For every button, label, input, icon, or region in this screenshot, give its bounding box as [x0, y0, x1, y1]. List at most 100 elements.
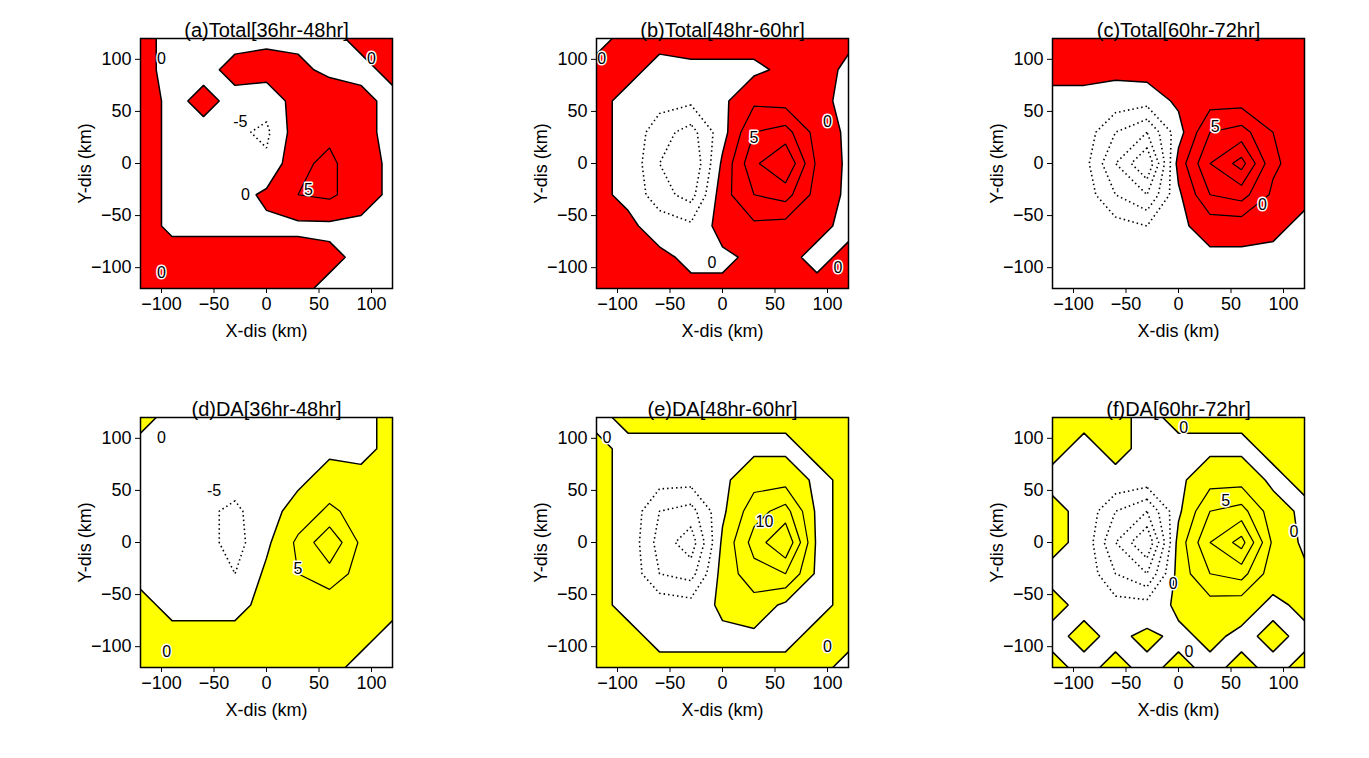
svg-text:100: 100 — [1013, 428, 1043, 448]
svg-text:−50: −50 — [101, 584, 132, 604]
svg-text:0: 0 — [1258, 196, 1267, 213]
svg-text:100: 100 — [812, 294, 842, 314]
svg-text:0: 0 — [157, 264, 166, 281]
svg-text:-5: -5 — [207, 482, 221, 499]
svg-text:X-dis (km): X-dis (km) — [1138, 700, 1220, 720]
svg-text:0: 0 — [708, 254, 717, 271]
svg-text:−50: −50 — [655, 673, 686, 693]
svg-text:100: 100 — [1268, 294, 1298, 314]
svg-text:0: 0 — [157, 50, 166, 67]
svg-text:50: 50 — [1023, 101, 1043, 121]
svg-text:−100: −100 — [1053, 673, 1094, 693]
svg-text:Y-dis (km): Y-dis (km) — [987, 123, 1007, 203]
svg-text:−100: −100 — [91, 257, 132, 277]
svg-text:−100: −100 — [547, 257, 588, 277]
svg-text:0: 0 — [577, 532, 587, 552]
svg-text:0: 0 — [1033, 153, 1043, 173]
svg-text:5: 5 — [1221, 492, 1230, 509]
svg-text:100: 100 — [356, 673, 386, 693]
svg-text:100: 100 — [812, 673, 842, 693]
svg-text:50: 50 — [1221, 673, 1241, 693]
svg-text:X-dis (km): X-dis (km) — [682, 700, 764, 720]
svg-text:−100: −100 — [597, 294, 638, 314]
svg-text:0: 0 — [261, 673, 271, 693]
svg-text:−100: −100 — [1053, 294, 1094, 314]
svg-text:−100: −100 — [1003, 636, 1044, 656]
svg-text:Y-dis (km): Y-dis (km) — [987, 502, 1007, 582]
svg-text:Y-dis (km): Y-dis (km) — [75, 123, 95, 203]
svg-text:0: 0 — [597, 50, 606, 67]
svg-text:100: 100 — [356, 294, 386, 314]
svg-text:0: 0 — [121, 153, 131, 173]
svg-text:0: 0 — [834, 259, 843, 276]
svg-text:100: 100 — [101, 49, 131, 69]
svg-text:−100: −100 — [547, 636, 588, 656]
svg-text:X-dis (km): X-dis (km) — [226, 321, 308, 341]
svg-text:0: 0 — [367, 50, 376, 67]
svg-text:50: 50 — [309, 294, 329, 314]
svg-text:−50: −50 — [655, 294, 686, 314]
svg-text:50: 50 — [309, 673, 329, 693]
svg-text:0: 0 — [603, 429, 612, 446]
svg-text:50: 50 — [765, 673, 785, 693]
svg-text:0: 0 — [1169, 575, 1178, 592]
svg-text:−100: −100 — [1003, 257, 1044, 277]
svg-text:0: 0 — [157, 429, 166, 446]
svg-text:50: 50 — [567, 480, 587, 500]
svg-text:5: 5 — [750, 129, 759, 146]
svg-text:100: 100 — [1013, 49, 1043, 69]
svg-text:−50: −50 — [557, 205, 588, 225]
svg-text:X-dis (km): X-dis (km) — [226, 700, 308, 720]
svg-text:0: 0 — [1290, 523, 1299, 540]
svg-text:(d)DA[36hr-48hr]: (d)DA[36hr-48hr] — [191, 398, 341, 420]
svg-text:0: 0 — [1173, 673, 1183, 693]
svg-text:0: 0 — [823, 638, 832, 655]
svg-text:50: 50 — [111, 101, 131, 121]
svg-text:100: 100 — [1268, 673, 1298, 693]
svg-text:(e)DA[48hr-60hr]: (e)DA[48hr-60hr] — [647, 398, 797, 420]
svg-text:−50: −50 — [199, 673, 230, 693]
svg-text:−100: −100 — [597, 673, 638, 693]
svg-text:100: 100 — [557, 49, 587, 69]
svg-text:−50: −50 — [199, 294, 230, 314]
svg-text:0: 0 — [1179, 419, 1188, 436]
svg-text:50: 50 — [111, 480, 131, 500]
svg-text:50: 50 — [567, 101, 587, 121]
svg-text:5: 5 — [304, 181, 313, 198]
svg-text:-5: -5 — [233, 113, 247, 130]
svg-text:−100: −100 — [141, 673, 182, 693]
svg-text:−50: −50 — [101, 205, 132, 225]
svg-text:−100: −100 — [141, 294, 182, 314]
svg-text:0: 0 — [823, 113, 832, 130]
svg-text:(b)Total[48hr-60hr]: (b)Total[48hr-60hr] — [640, 19, 805, 41]
svg-text:5: 5 — [1211, 118, 1220, 135]
svg-text:0: 0 — [1185, 643, 1194, 660]
svg-text:−50: −50 — [1111, 673, 1142, 693]
svg-text:0: 0 — [162, 643, 171, 660]
svg-text:−50: −50 — [1013, 205, 1044, 225]
svg-text:−50: −50 — [1111, 294, 1142, 314]
svg-text:0: 0 — [717, 294, 727, 314]
svg-text:0: 0 — [717, 673, 727, 693]
svg-text:(a)Total[36hr-48hr]: (a)Total[36hr-48hr] — [184, 19, 349, 41]
svg-text:0: 0 — [261, 294, 271, 314]
svg-text:−50: −50 — [1013, 584, 1044, 604]
svg-text:10: 10 — [756, 513, 774, 530]
svg-text:X-dis (km): X-dis (km) — [1138, 321, 1220, 341]
svg-text:(c)Total[60hr-72hr]: (c)Total[60hr-72hr] — [1097, 19, 1260, 41]
svg-text:X-dis (km): X-dis (km) — [682, 321, 764, 341]
svg-text:Y-dis (km): Y-dis (km) — [531, 123, 551, 203]
svg-text:Y-dis (km): Y-dis (km) — [531, 502, 551, 582]
svg-text:50: 50 — [765, 294, 785, 314]
svg-text:0: 0 — [241, 186, 250, 203]
svg-text:(f)DA[60hr-72hr]: (f)DA[60hr-72hr] — [1106, 398, 1251, 420]
svg-text:100: 100 — [101, 428, 131, 448]
svg-text:100: 100 — [557, 428, 587, 448]
svg-text:0: 0 — [1173, 294, 1183, 314]
svg-text:0: 0 — [577, 153, 587, 173]
svg-text:0: 0 — [1033, 532, 1043, 552]
svg-text:50: 50 — [1023, 480, 1043, 500]
svg-text:−100: −100 — [91, 636, 132, 656]
svg-text:5: 5 — [294, 560, 303, 577]
svg-text:50: 50 — [1221, 294, 1241, 314]
